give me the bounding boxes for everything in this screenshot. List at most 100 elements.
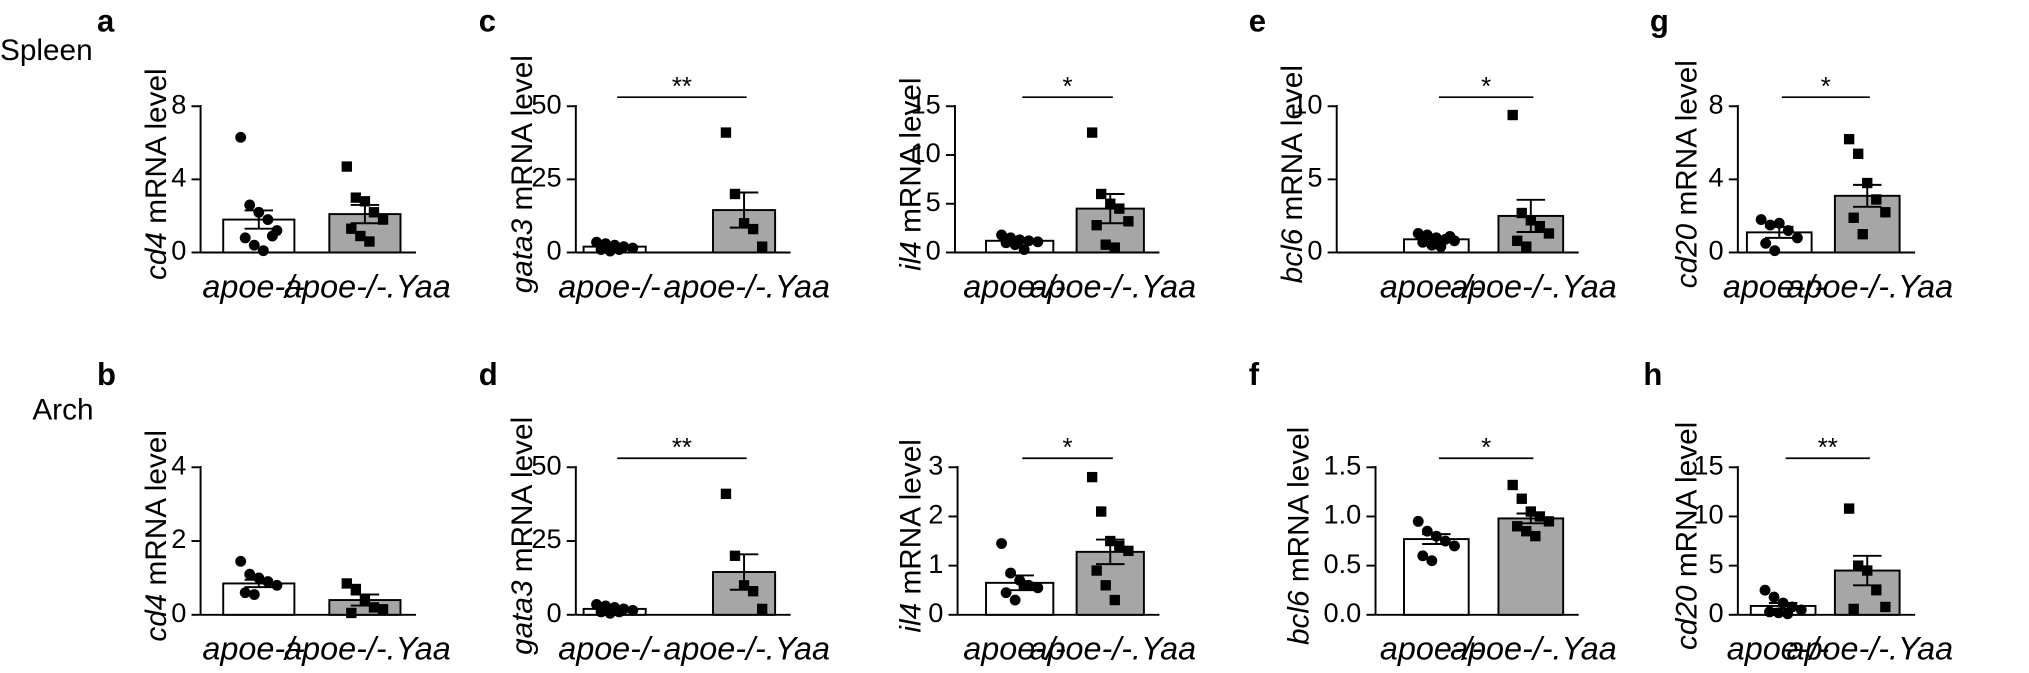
x-tick-label: apoe-/-.Yaa: [1030, 631, 1197, 667]
data-point: [239, 232, 251, 244]
y-tick-label: 0.0: [1324, 597, 1362, 628]
data-point: [1543, 516, 1555, 527]
data-point: [266, 230, 278, 242]
data-point: [1435, 241, 1447, 253]
y-tick-label: 0: [1709, 597, 1724, 628]
data-point: [1091, 565, 1102, 576]
data-point: [271, 579, 283, 591]
bar: [222, 582, 296, 616]
data-point: [1512, 235, 1523, 246]
panel-letter: d: [479, 357, 498, 392]
data-point: [341, 161, 352, 172]
data-point: [1512, 521, 1523, 532]
y-tick-label: 1: [928, 548, 943, 579]
data-point: [248, 589, 260, 600]
data-point: [248, 239, 260, 251]
y-tick-label: 2: [928, 499, 943, 530]
data-point: [595, 606, 607, 618]
y-axis-label: il4 mRNA level: [894, 439, 927, 632]
data-point: [1795, 604, 1807, 616]
data-point: [1534, 511, 1546, 522]
data-point: [738, 580, 750, 591]
y-tick-label: 8: [171, 88, 186, 119]
panel-letter: f: [1249, 357, 1260, 392]
y-tick-label: 0: [1307, 235, 1322, 266]
y-axis-label: gata3 mRNA level: [506, 417, 539, 655]
y-tick-label: 4: [1709, 162, 1724, 193]
data-point: [1764, 219, 1776, 231]
row-label: Arch: [32, 393, 93, 426]
data-point: [1791, 232, 1803, 244]
x-tick-label: apoe-/-: [1380, 268, 1483, 304]
data-point: [1530, 530, 1541, 542]
panel-letter: g: [1650, 4, 1669, 39]
y-tick-label: 0: [546, 597, 561, 628]
x-tick-label: apoe-/-: [558, 631, 661, 667]
data-point: [364, 236, 375, 247]
data-point: [1439, 535, 1451, 547]
x-tick-label: apoe-/-.Yaa: [1450, 268, 1617, 304]
data-point: [1843, 503, 1855, 514]
data-point: [1880, 601, 1891, 613]
data-point: [1086, 471, 1098, 483]
y-tick-label: 0: [171, 597, 186, 628]
data-point: [1114, 540, 1125, 552]
data-point: [239, 587, 251, 599]
data-point: [1421, 525, 1433, 537]
data-point: [1426, 555, 1438, 567]
data-point: [729, 188, 741, 200]
data-point: [1100, 580, 1111, 591]
y-tick-label: 0: [1709, 235, 1724, 266]
data-point: [1123, 545, 1134, 557]
y-tick-label: 10: [911, 137, 941, 168]
y-tick-label: 10: [1292, 88, 1322, 119]
data-point: [627, 604, 639, 616]
data-point: [1032, 582, 1044, 594]
significance-label: *: [1821, 73, 1831, 101]
data-point: [595, 244, 607, 255]
data-point: [604, 245, 616, 257]
x-tick-label: apoe-/-.Yaa: [1450, 631, 1617, 667]
panel-letter: c: [479, 4, 496, 39]
y-tick-label: 5: [1307, 162, 1322, 193]
y-tick-label: 0: [546, 235, 561, 266]
data-point: [1100, 239, 1111, 250]
data-point: [613, 244, 625, 255]
y-tick-label: 1.5: [1324, 449, 1362, 480]
significance-label: **: [672, 434, 692, 462]
x-tick-label: apoe-/-.Yaa: [284, 268, 451, 304]
data-point: [1091, 220, 1102, 231]
x-tick-label: apoe-/-.Yaa: [1787, 268, 1954, 304]
y-tick-label: 4: [171, 162, 186, 193]
data-point: [1853, 560, 1864, 571]
significance-label: *: [1063, 73, 1073, 101]
data-point: [1507, 479, 1518, 491]
x-tick-label: apoe-/-: [558, 268, 661, 304]
y-tick-label: 25: [531, 162, 561, 193]
data-point: [738, 218, 750, 229]
data-point: [346, 607, 357, 619]
data-point: [1773, 217, 1785, 229]
data-point: [1444, 230, 1456, 242]
y-axis-label: bcl6 mRNA level: [1276, 65, 1309, 283]
data-point: [1857, 229, 1868, 240]
data-point: [1426, 239, 1438, 251]
data-point: [1105, 535, 1116, 547]
data-point: [350, 192, 362, 203]
data-point: [1880, 207, 1891, 218]
data-point: [253, 206, 265, 218]
data-point: [244, 199, 256, 211]
y-tick-label: 15: [1693, 449, 1723, 480]
data-point: [1507, 109, 1518, 121]
x-tick-label: apoe-/-: [1727, 631, 1830, 667]
data-point: [1768, 591, 1780, 603]
y-tick-label: 0.5: [1324, 548, 1362, 579]
significance-label: *: [1481, 434, 1491, 462]
x-tick-label: apoe-/-.Yaa: [1787, 631, 1954, 667]
data-point: [346, 223, 357, 234]
